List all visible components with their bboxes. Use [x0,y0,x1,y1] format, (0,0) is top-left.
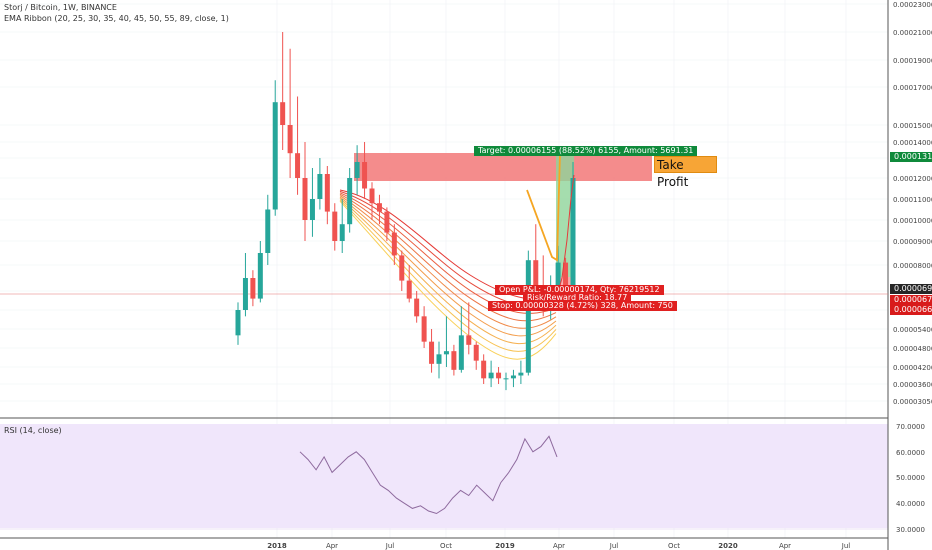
candle-body [384,211,390,233]
rsi-axis-label: 70.0000 [896,423,925,431]
rsi-axis-label: 60.0000 [896,449,925,457]
rsi-line [299,435,558,515]
candle-body [391,232,397,256]
candle-body [250,278,256,299]
price-badge-current: 0.00006953 [890,284,932,294]
candle-body [496,372,502,379]
candle-body [466,335,472,345]
rsi-axis-label: 50.0000 [896,474,925,482]
candle-body [488,372,494,379]
price-axis-label: 0.00009000 [893,238,932,246]
price-axis-label: 0.00004800 [893,345,932,353]
time-axis: 2018 Apr Jul Oct 2019 Apr Jul Oct 2020 Apr Jul [267,542,850,550]
candle-body [510,375,516,379]
target-badge: Target: 0.00006155 (88.52%) 6155, Amount… [474,146,698,156]
price-axis-label: 0.00005400 [893,326,932,334]
time-axis-label: 2018 [267,542,287,550]
price-axis-label: 0.00010000 [893,217,932,225]
price-axis-label: 0.00004200 [893,364,932,372]
candle-body [257,253,263,299]
candle-body [354,162,360,178]
price-axis-label: 0.00023000 [893,1,932,9]
candles [235,32,576,391]
candle-body [287,125,293,154]
price-badge-entry: 0.00006779 [890,295,932,305]
price-axis-label: 0.00011000 [893,196,932,204]
candle-body [533,260,539,286]
candle-body [309,199,315,220]
candle-body [362,162,368,189]
candle-body [324,174,330,212]
price-axis-label: 0.00015000 [893,122,932,130]
candle-body [525,260,531,373]
open-pl-badge: Open P&L: -0.00000174, Qty: 76219512 [495,285,664,295]
candle-body [295,153,301,178]
price-axis-label: 0.00021000 [893,29,932,37]
candle-body [406,280,412,299]
candle-body [451,351,457,370]
candle-body [265,209,271,253]
candle-body [332,211,338,241]
time-axis-label: 2020 [718,542,738,550]
position-profit-zone [556,153,574,277]
rsi-axis: 70.0000 60.0000 50.0000 40.0000 30.0000 [896,423,925,534]
price-axis-label: 0.00017000 [893,84,932,92]
time-axis-label: Apr [326,542,338,550]
candle-body [414,298,420,317]
candle-body [235,310,241,336]
candle-body [242,278,248,310]
take-profit-label: Take Profit [654,156,717,189]
candle-body [503,378,509,380]
rsi-axis-label: 40.0000 [896,500,925,508]
rsi-legend[interactable]: RSI (14, close) [4,426,62,435]
chart-title: Storj / Bitcoin, 1W, BINANCE [4,3,117,12]
candle-body [272,102,278,210]
risk-reward-badge: Risk/Reward Ratio: 18.77 [523,293,632,303]
ema-ribbon-legend[interactable]: EMA Ribbon (20, 25, 30, 35, 40, 45, 50, … [4,14,229,23]
candle-body [436,354,442,364]
rsi-axis-label: 30.0000 [896,526,925,534]
time-axis-label: Oct [668,542,680,550]
price-axis-label: 0.00012000 [893,175,932,183]
candle-body [347,178,353,225]
time-axis-label: Apr [779,542,791,550]
candle-body [443,351,449,355]
time-axis-label: 2019 [495,542,515,550]
candle-body [302,178,308,220]
candle-body [421,316,427,342]
candle-body [280,102,286,125]
time-axis-label: Oct [440,542,452,550]
candle-body [429,341,435,364]
time-axis-label: Jul [841,542,851,550]
candle-body [473,344,479,361]
time-axis-label: Jul [609,542,619,550]
candle-body [481,360,487,379]
price-axis-label: 0.00003600 [893,381,932,389]
take-profit-zone [354,153,652,181]
price-axis-label: 0.00014000 [893,139,932,147]
price-badge-target: 0.00013108 [890,152,932,162]
price-axis-label: 0.00003050 [893,398,932,406]
stop-badge: Stop: 0.00000328 (4.72%) 328, Amount: 75… [488,301,677,311]
orange-trend-line [526,152,561,262]
candle-body [518,372,524,376]
candle-body [563,262,569,293]
candle-body [399,255,405,281]
price-axis-label: 0.00019000 [893,57,932,65]
time-axis-label: Jul [385,542,395,550]
time-axis-label: Apr [553,542,565,550]
candle-body [555,262,561,299]
candle-body [570,178,576,293]
candle-body [369,188,375,204]
price-axis: 0.00023000 0.00021000 0.00019000 0.00017000… [893,1,932,406]
candle-body [376,203,382,212]
candle-body [458,335,464,370]
candle-body [317,174,323,199]
rsi-panel-background [0,424,888,528]
price-badge-stop: 0.00006625 [890,305,932,315]
price-axis-label: 0.00008000 [893,262,932,270]
candle-body [339,224,345,241]
